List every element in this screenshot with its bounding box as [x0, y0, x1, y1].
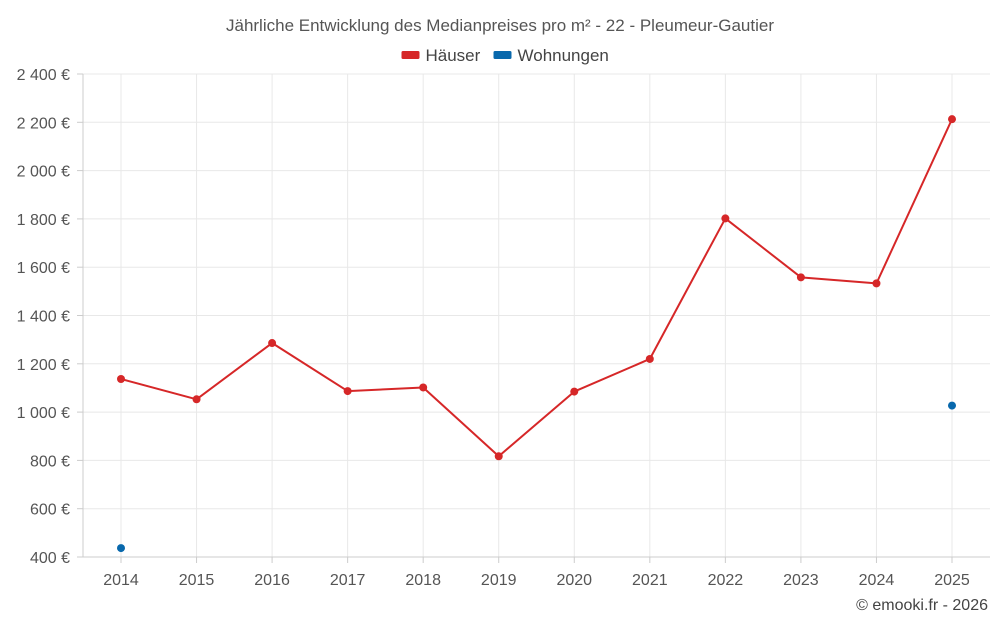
y-tick-label: 1 000 € — [17, 405, 70, 422]
legend-swatch — [401, 51, 420, 59]
y-tick-label: 2 200 € — [17, 115, 70, 132]
x-tick-label: 2022 — [708, 572, 744, 589]
y-tick-label: 1 600 € — [17, 260, 70, 277]
data-point-hauser[interactable] — [721, 214, 730, 223]
y-axis: 400 € 600 € 800 € 1 000 € 1 200 € 1 400 € 1 60… — [17, 67, 84, 567]
y-tick-label: 800 € — [30, 453, 70, 470]
x-tick-label: 2019 — [481, 572, 517, 589]
x-tick-label: 2025 — [934, 572, 970, 589]
y-tick-label: 1 200 € — [17, 357, 70, 374]
data-point-wohnungen[interactable] — [948, 401, 956, 410]
y-tick-label: 2 400 € — [17, 67, 70, 84]
y-tick-label: 1 800 € — [17, 212, 70, 229]
data-point-hauser[interactable] — [268, 339, 277, 348]
x-tick-label: 2016 — [254, 572, 290, 589]
legend-item-hauser[interactable]: Häuser — [401, 46, 481, 65]
x-tick-label: 2021 — [632, 572, 668, 589]
x-tick-label: 2018 — [405, 572, 441, 589]
data-point-hauser[interactable] — [948, 115, 956, 124]
legend-item-wohnungen[interactable]: Wohnungen — [493, 46, 609, 65]
x-tick-label: 2024 — [859, 572, 895, 589]
x-axis: 2014 2015 2016 2017 2018 2019 2020 2021 2022 2023… — [83, 556, 990, 589]
series-layer — [117, 115, 956, 553]
data-point-hauser[interactable] — [117, 375, 125, 384]
y-tick-label: 2 000 € — [17, 164, 70, 181]
series-line-hauser — [120, 118, 953, 458]
data-point-hauser[interactable] — [570, 387, 579, 396]
x-tick-label: 2017 — [330, 572, 366, 589]
legend-label: Wohnungen — [518, 46, 609, 65]
chart-title: Jährliche Entwicklung des Medianpreises … — [226, 16, 774, 35]
x-tick-label: 2020 — [556, 572, 592, 589]
data-point-hauser[interactable] — [645, 354, 654, 363]
x-tick-label: 2014 — [103, 572, 139, 589]
y-tick-label: 400 € — [30, 550, 70, 567]
gridlines — [83, 73, 990, 558]
x-tick-label: 2023 — [783, 572, 819, 589]
y-tick-label: 1 400 € — [17, 309, 70, 326]
data-point-hauser[interactable] — [796, 273, 805, 282]
data-point-hauser[interactable] — [872, 279, 881, 288]
data-point-hauser[interactable] — [343, 387, 352, 396]
data-point-wohnungen[interactable] — [117, 544, 125, 553]
legend-swatch — [493, 51, 512, 59]
legend: Häuser Wohnungen — [401, 46, 609, 65]
data-point-hauser[interactable] — [192, 395, 201, 404]
x-tick-label: 2015 — [179, 572, 215, 589]
data-point-hauser[interactable] — [419, 383, 428, 392]
data-point-hauser[interactable] — [494, 452, 503, 461]
y-tick-label: 600 € — [30, 502, 70, 519]
legend-label: Häuser — [426, 46, 481, 65]
credit-text: © emooki.fr - 2026 — [856, 597, 988, 614]
